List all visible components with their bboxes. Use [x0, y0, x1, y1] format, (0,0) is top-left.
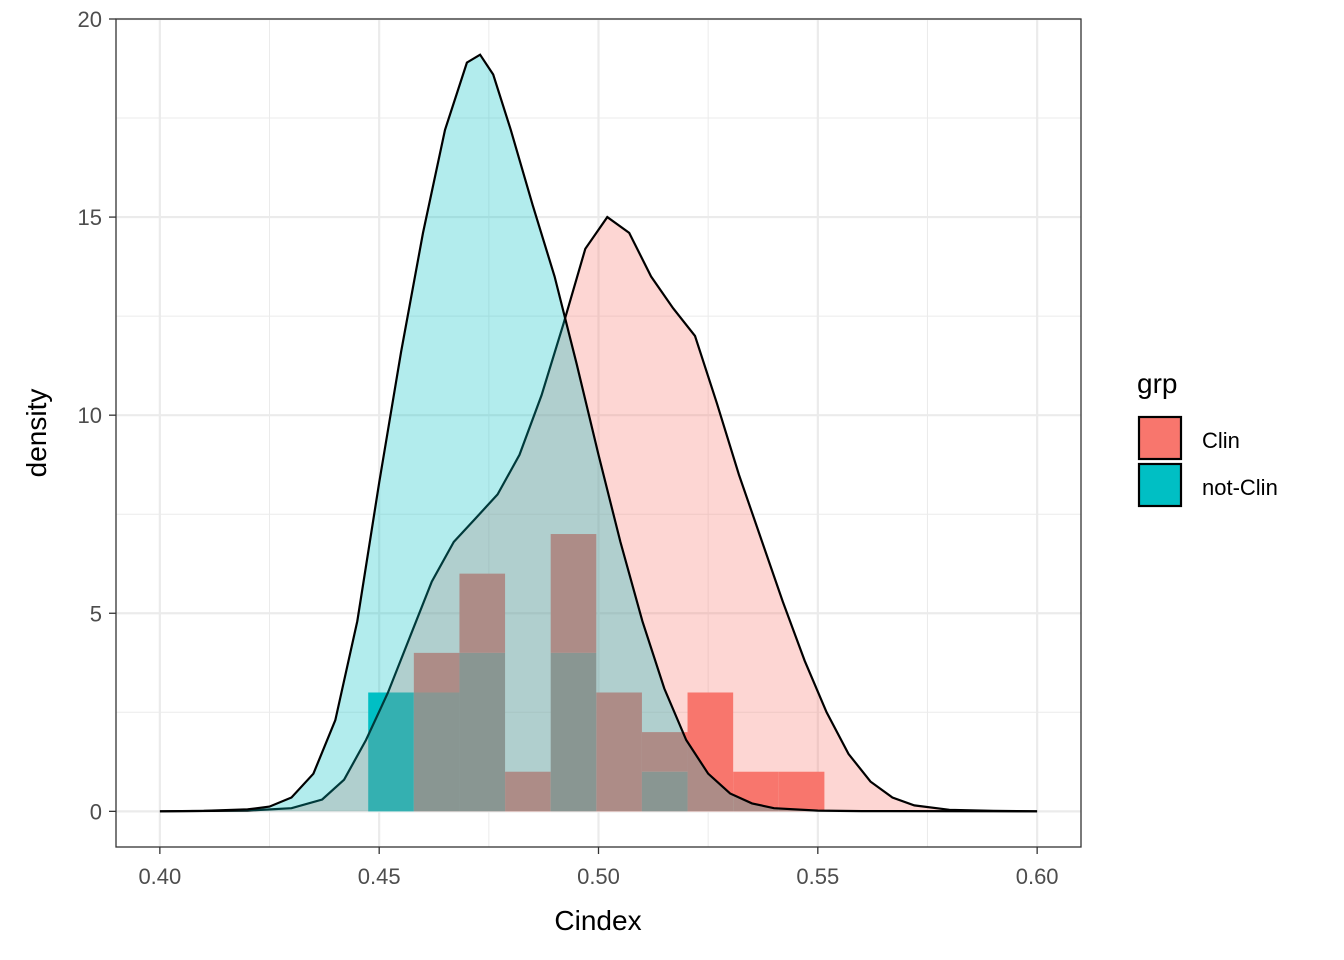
- density-line-clin: [159, 215, 1038, 813]
- histogram-bar-clin: [550, 534, 597, 653]
- y-tick-label: 5: [90, 601, 102, 626]
- density-curves: [159, 53, 1038, 813]
- y-tick-label: 0: [90, 799, 102, 824]
- y-tick-label: 20: [78, 7, 102, 32]
- histogram-bar-clin: [596, 692, 642, 812]
- histogram-bar-clin: [778, 771, 825, 812]
- histogram-bar-overlap: [459, 652, 506, 812]
- y-axis: 0 5 10 15 20: [78, 7, 116, 824]
- y-tick-label: 10: [78, 403, 102, 428]
- x-tick-label: 0.40: [138, 864, 181, 889]
- density-line-not-clin: [159, 53, 1038, 813]
- x-tick-label: 0.60: [1016, 864, 1059, 889]
- y-tick-label: 15: [78, 205, 102, 230]
- legend: grp Clin not-Clin: [1137, 368, 1278, 508]
- histogram-bar-not-clin: [368, 692, 414, 812]
- density-area-not-clin: [159, 54, 1038, 812]
- legend-label-clin: Clin: [1202, 428, 1240, 453]
- legend-label-not-clin: not-Clin: [1202, 475, 1278, 500]
- histogram-bar-clin: [641, 732, 688, 772]
- x-tick-label: 0.50: [577, 864, 620, 889]
- histogram: [368, 534, 825, 812]
- density-area-clin: [159, 217, 1038, 812]
- histogram-bar-overlap: [641, 771, 688, 812]
- x-axis-title: Cindex: [554, 905, 641, 936]
- legend-key-not-clin: [1137, 462, 1183, 508]
- legend-title: grp: [1137, 368, 1177, 399]
- histogram-bar-overlap: [413, 692, 460, 812]
- legend-key-clin: [1137, 415, 1183, 461]
- x-tick-label: 0.55: [796, 864, 839, 889]
- histogram-bar-clin: [459, 573, 506, 653]
- x-tick-label: 0.45: [358, 864, 401, 889]
- histogram-bar-clin: [413, 652, 460, 693]
- y-axis-title: density: [21, 389, 52, 478]
- histogram-bar-clin: [505, 771, 551, 812]
- x-axis: 0.40 0.45 0.50 0.55 0.60: [138, 847, 1059, 889]
- histogram-bar-overlap: [550, 652, 597, 812]
